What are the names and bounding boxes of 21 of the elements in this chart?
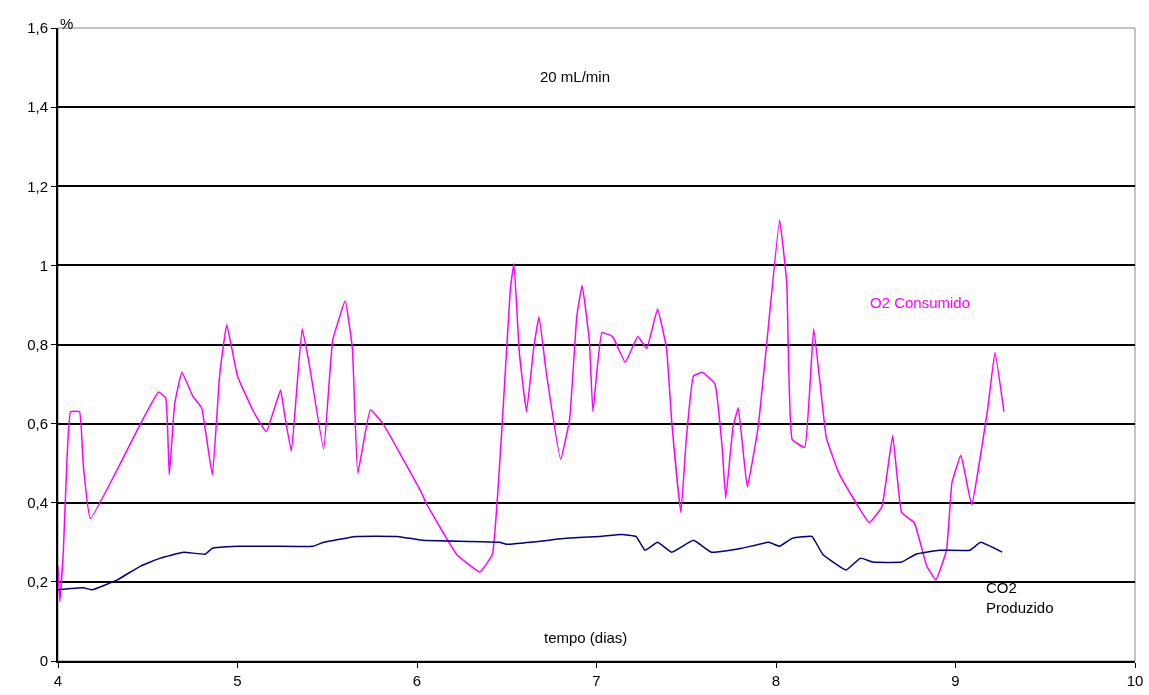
y-tick-label: 0: [39, 652, 48, 670]
x-tick-label: 8: [771, 672, 781, 689]
y-tick-label: 1,4: [27, 98, 48, 116]
y-tick-label: 0,8: [27, 335, 48, 353]
annotation: 20 mL/min: [540, 68, 611, 85]
y-tick-label: 0,4: [27, 494, 48, 511]
y-axis-title: %: [60, 15, 74, 32]
y-tick-label: 0,6: [27, 414, 48, 432]
x-tick-label: 4: [53, 672, 63, 689]
y-tick-label: 0,2: [27, 573, 48, 591]
x-tick-label: 6: [412, 672, 422, 689]
y-tick-label: 1: [39, 256, 48, 274]
y-tick-label: 1,2: [27, 177, 48, 195]
text: O2 Consumido: [870, 294, 971, 311]
x-tick-label: 9: [951, 672, 960, 689]
x-tick-label: 7: [592, 672, 601, 689]
x-tick-label: 5: [233, 672, 242, 689]
y-tick-label: 1,6: [27, 19, 48, 37]
x-tick-label: 10: [1126, 672, 1144, 689]
text: CO2 Produzido: [986, 579, 1054, 616]
x-axis-title: tempo (dias): [544, 629, 628, 646]
